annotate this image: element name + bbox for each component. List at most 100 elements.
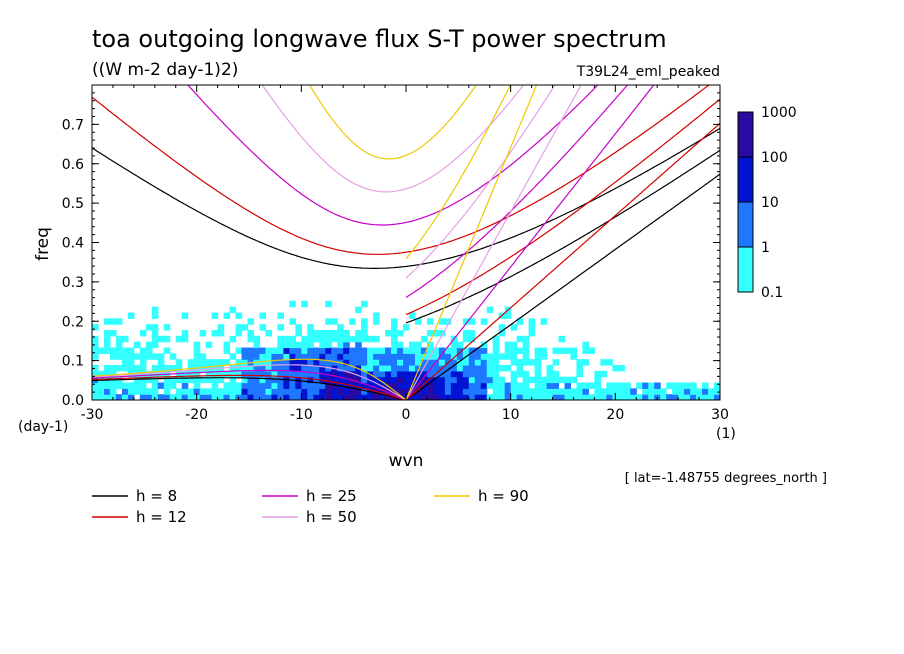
heat-cell [235,347,243,354]
heat-cell [403,365,410,372]
heat-cell [223,382,231,389]
heat-cell [109,318,117,325]
heat-cell [462,347,470,354]
heat-cell [253,370,261,378]
heat-cell [169,382,177,389]
heat-cell [349,365,356,372]
heat-cell [313,382,320,389]
heat-cell [103,318,111,325]
heat-cell [265,376,273,384]
heat-cell [444,376,452,384]
heat-cell [648,382,655,389]
heat-cell [331,382,338,389]
heat-cell [295,365,302,372]
heat-cell [313,388,320,395]
heat-cell [426,347,434,354]
heat-cell [492,388,500,395]
heat-cell [151,376,159,384]
heat-cell [391,365,398,372]
heat-cell [391,376,398,384]
heat-cell [145,394,153,400]
legend-label: h = 12 [136,508,187,526]
heat-cell [498,324,506,331]
heat-cell [337,347,344,354]
heat-cell [217,376,225,384]
heat-cell [492,341,500,349]
heat-cell [486,370,494,378]
inertia-gravity-curve [92,85,710,255]
heat-cell [438,359,446,366]
heat-cell [139,382,147,389]
heat-cell [432,376,440,384]
heat-cell [690,388,697,395]
heat-cell [313,353,320,360]
heat-cell [259,382,267,389]
heat-cell [313,335,320,343]
heat-cell [492,376,500,384]
heat-cell [313,330,320,337]
heat-cell [319,341,326,349]
heat-cell [92,382,99,389]
heat-cell [486,359,494,366]
heat-cell [618,382,625,389]
heat-cell [600,388,607,395]
mixed-rossby-gravity-curve [405,85,512,260]
y-tick-label: 0.6 [62,157,84,173]
heat-cell [486,382,494,389]
heat-cell [277,382,284,389]
heat-cell [588,394,595,400]
heat-cell [163,388,171,395]
heat-cell [426,370,434,378]
heat-cell [408,353,416,360]
heat-cell [385,353,392,360]
heat-cell [450,353,458,360]
heat-cell [211,312,219,319]
heat-cell [343,347,350,354]
heat-cell [414,370,422,378]
heat-cell [355,359,362,366]
heat-cell [414,341,422,349]
inertia-gravity-curve [308,85,477,160]
heat-cell [552,394,560,400]
heat-cell [331,330,338,337]
heat-cell [456,394,464,400]
heat-cell [630,388,637,395]
heat-cell [139,347,147,354]
heat-cell [534,353,542,360]
heat-cell [385,370,392,378]
heat-cell [157,382,165,389]
heat-cell [163,376,171,384]
heat-cell [313,365,320,372]
heat-cell [205,341,213,349]
heat-cell [462,335,470,343]
heat-cell [391,353,398,360]
y-tick-label: 0.5 [62,196,84,212]
heat-cell [414,353,422,360]
heat-cell [600,394,607,400]
heat-cell [480,365,488,372]
heat-cell [145,341,153,349]
heat-cell [456,347,464,354]
heat-cell [133,365,141,372]
heat-cell [163,347,171,354]
heat-cell [408,365,416,372]
heat-cell [283,335,290,343]
heat-cell [456,382,464,389]
heat-cell [528,318,536,325]
heat-cell [355,353,362,360]
heat-cell [468,347,476,354]
heat-cell [127,365,135,372]
heat-cell [367,365,374,372]
heat-cell [205,376,213,384]
heat-cell [426,382,434,389]
heat-cell [420,394,428,400]
heat-cell [522,370,530,378]
heat-cell [301,394,308,400]
heat-cell [151,382,159,389]
heat-cell [391,370,398,378]
heat-cell [456,376,464,384]
heat-cell [121,335,129,343]
heat-cell [319,335,326,343]
heat-cell [361,353,368,360]
heat-cell [181,388,189,395]
